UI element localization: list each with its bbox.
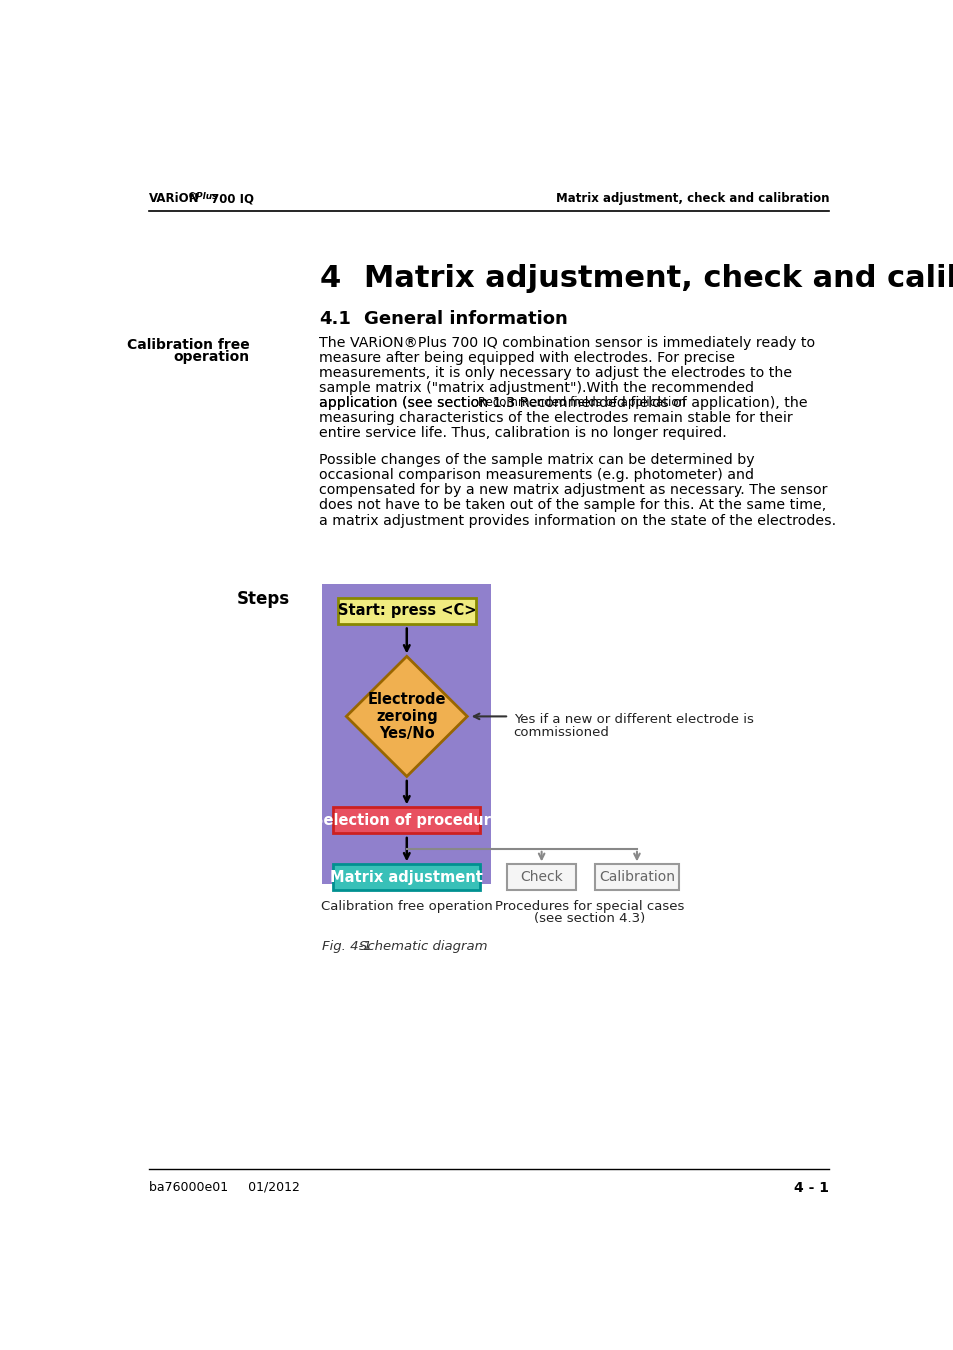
Text: operation: operation: [173, 350, 249, 365]
Text: Steps: Steps: [236, 590, 290, 608]
Text: Matrix adjustment, check and calibration: Matrix adjustment, check and calibration: [364, 263, 953, 293]
Text: commissioned: commissioned: [513, 726, 609, 740]
Text: 4: 4: [319, 263, 340, 293]
Text: measuring characteristics of the electrodes remain stable for their: measuring characteristics of the electro…: [319, 412, 792, 425]
Text: Yes if a new or different electrode is: Yes if a new or different electrode is: [513, 713, 753, 725]
Text: Calibration: Calibration: [598, 871, 674, 884]
Text: (see section 4.3): (see section 4.3): [533, 913, 644, 925]
Bar: [322, 585, 491, 884]
Text: Possible changes of the sample matrix can be determined by: Possible changes of the sample matrix ca…: [319, 454, 754, 467]
FancyBboxPatch shape: [333, 807, 480, 833]
Text: Fig. 4-1: Fig. 4-1: [322, 941, 372, 953]
Text: entire service life. Thus, calibration is no longer required.: entire service life. Thus, calibration i…: [319, 427, 726, 440]
FancyBboxPatch shape: [506, 864, 576, 891]
Text: Matrix adjustment: Matrix adjustment: [330, 869, 483, 884]
Text: Calibration free: Calibration free: [127, 338, 249, 351]
Text: sample matrix ("matrix adjustment").With the recommended: sample matrix ("matrix adjustment").With…: [319, 381, 754, 396]
Text: compensated for by a new matrix adjustment as necessary. The sensor: compensated for by a new matrix adjustme…: [319, 483, 827, 497]
Text: The VARiON®Plus 700 IQ combination sensor is immediately ready to: The VARiON®Plus 700 IQ combination senso…: [319, 336, 815, 350]
Text: application (see section 1.3: application (see section 1.3: [319, 396, 519, 410]
Text: ®Plus: ®Plus: [187, 192, 217, 201]
FancyBboxPatch shape: [337, 598, 476, 624]
Text: Start: press <C>: Start: press <C>: [337, 603, 476, 618]
Polygon shape: [346, 656, 467, 776]
Text: 4 - 1: 4 - 1: [793, 1181, 828, 1195]
FancyBboxPatch shape: [333, 864, 480, 891]
Text: Schematic diagram: Schematic diagram: [359, 941, 488, 953]
Text: Electrode
zeroing
Yes/No: Electrode zeroing Yes/No: [367, 691, 446, 741]
Text: a matrix adjustment provides information on the state of the electrodes.: a matrix adjustment provides information…: [319, 513, 836, 528]
Text: measurements, it is only necessary to adjust the electrodes to the: measurements, it is only necessary to ad…: [319, 366, 792, 381]
Text: ba76000e01     01/2012: ba76000e01 01/2012: [149, 1181, 299, 1193]
Text: Recommended fields of application: Recommended fields of application: [477, 396, 685, 409]
Text: occasional comparison measurements (e.g. photometer) and: occasional comparison measurements (e.g.…: [319, 468, 754, 482]
Text: Procedures for special cases: Procedures for special cases: [494, 899, 683, 913]
Text: Calibration free operation: Calibration free operation: [320, 899, 492, 913]
Text: General information: General information: [364, 310, 567, 328]
Text: measure after being equipped with electrodes. For precise: measure after being equipped with electr…: [319, 351, 735, 364]
Text: 4.1: 4.1: [319, 310, 351, 328]
FancyBboxPatch shape: [595, 864, 679, 891]
Text: VARiON: VARiON: [149, 192, 199, 205]
Text: Selection of procedure: Selection of procedure: [313, 813, 500, 828]
Text: 700 IQ: 700 IQ: [207, 192, 253, 205]
Text: does not have to be taken out of the sample for this. At the same time,: does not have to be taken out of the sam…: [319, 498, 825, 513]
Text: application (see section 1.3 Recommended fields of application), the: application (see section 1.3 Recommended…: [319, 396, 807, 410]
Text: Matrix adjustment, check and calibration: Matrix adjustment, check and calibration: [555, 192, 828, 205]
Text: Check: Check: [519, 871, 562, 884]
